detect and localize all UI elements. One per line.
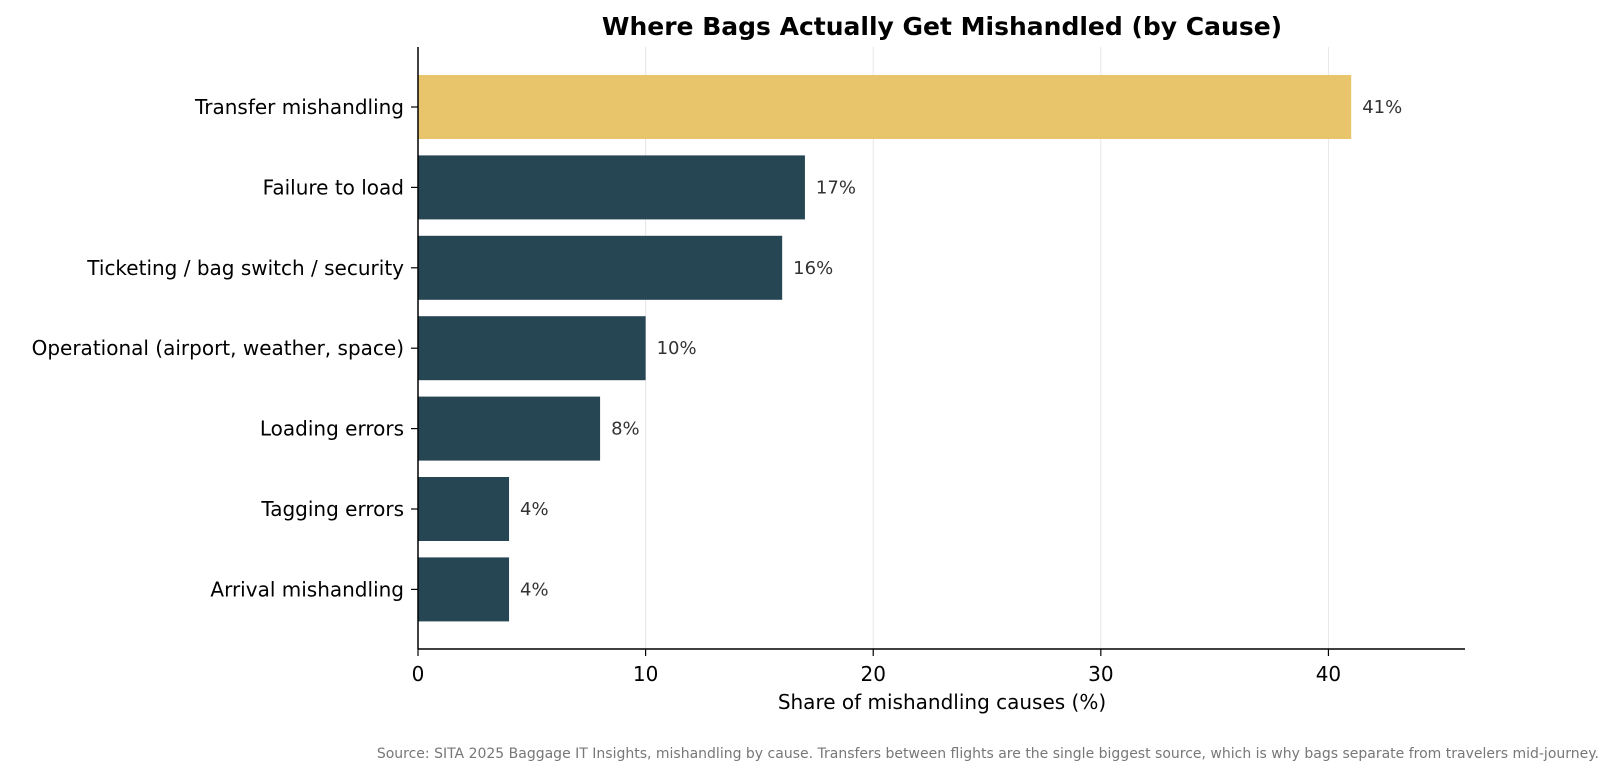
category-label: Loading errors	[260, 417, 404, 441]
bar	[418, 396, 601, 461]
axes-layer	[411, 47, 1465, 656]
data-label: 4%	[520, 499, 549, 520]
x-tick-label: 0	[412, 662, 425, 686]
source-note: Source: SITA 2025 Baggage IT Insights, m…	[377, 746, 1599, 762]
bar	[418, 75, 1352, 139]
bar	[418, 477, 510, 541]
bar	[418, 235, 783, 300]
category-label: Arrival mishandling	[210, 577, 404, 601]
x-tick-label: 20	[860, 662, 885, 686]
category-label: Ticketing / bag switch / security	[86, 256, 404, 280]
category-label: Tagging errors	[260, 497, 404, 521]
data-label: 41%	[1362, 97, 1402, 118]
category-label: Transfer mishandling	[194, 95, 404, 119]
x-tick-label: 40	[1316, 662, 1341, 686]
bar	[418, 155, 805, 220]
x-axis-title: Share of mishandling causes (%)	[778, 690, 1106, 714]
labels-layer: 0 10 20 30 40 Transfer mishandling 41% Failure …	[32, 95, 1403, 686]
data-label: 4%	[520, 579, 549, 600]
category-label: Operational (airport, weather, space)	[32, 336, 404, 360]
bars-layer	[418, 75, 1352, 622]
data-label: 16%	[793, 258, 833, 279]
x-tick-label: 30	[1088, 662, 1113, 686]
bar	[418, 316, 646, 381]
data-label: 10%	[657, 338, 697, 359]
bar	[418, 557, 510, 622]
chart-title: Where Bags Actually Get Mishandled (by C…	[602, 12, 1282, 41]
data-label: 8%	[611, 419, 640, 440]
category-label: Failure to load	[263, 175, 404, 199]
x-tick-label: 10	[633, 662, 658, 686]
data-label: 17%	[816, 177, 856, 198]
